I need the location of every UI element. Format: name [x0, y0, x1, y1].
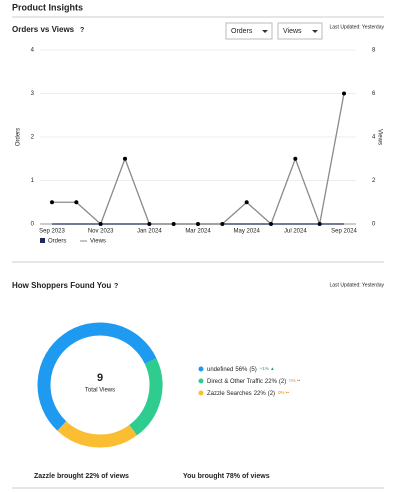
dropdown-label: Views [283, 28, 302, 35]
point [74, 200, 79, 205]
y2-tick-label: 4 [372, 135, 376, 141]
point [269, 222, 273, 226]
y-tick-label: 1 [31, 178, 35, 184]
center-value: 9 [97, 372, 103, 384]
point [220, 222, 225, 226]
dropdown-caret [312, 30, 318, 33]
dropdown-label: Orders [231, 28, 253, 35]
x-tick-label: Mar 2024 [185, 229, 211, 235]
legend-percent: 22% [254, 391, 267, 397]
center-label: Total Views [85, 388, 115, 394]
point [293, 156, 298, 161]
x-tick-label: Sep 2024 [331, 229, 357, 235]
point [123, 156, 127, 161]
legend-entry: Zazzle Searches 22% (2) 0% •• [207, 390, 289, 396]
y-axis-title: Orders [16, 128, 22, 146]
legend-count: (2) [268, 391, 275, 397]
page-title: Product Insights [12, 2, 83, 12]
legend-change: 0% •• [289, 378, 300, 383]
chart-title: Orders vs Views [12, 25, 75, 34]
y2-tick-label: 2 [372, 178, 376, 184]
point [244, 200, 249, 205]
x-tick-label: Nov 2023 [88, 229, 114, 235]
series-line [52, 93, 345, 227]
donut-segment [57, 421, 137, 448]
y-tick-label: 3 [31, 91, 35, 97]
dropdown-caret [262, 30, 268, 33]
donut-segment [37, 322, 157, 431]
y-tick-label: 0 [31, 222, 35, 228]
legend-label: Orders [48, 239, 66, 245]
y2-tick-label: 8 [372, 48, 376, 54]
help-icon[interactable]: ? [80, 27, 84, 34]
legend-entry: undefined 56% (5) +1% ▲ [207, 366, 275, 372]
x-tick-label: Jul 2024 [284, 229, 307, 235]
help-icon[interactable]: ? [114, 283, 118, 290]
y2-tick-label: 0 [372, 222, 376, 228]
last-updated: Last Updated: Yesterday [330, 24, 385, 30]
x-tick-label: Sep 2023 [39, 229, 65, 235]
views-dropdown[interactable] [277, 22, 323, 40]
orders-dropdown[interactable] [225, 22, 273, 40]
footer-stat: You brought 78% of views [183, 473, 270, 480]
footer-stat: Zazzle brought 22% of views [34, 473, 129, 480]
legend-entry: Direct & Other Traffic 22% (2) 0% •• [207, 378, 301, 384]
legend-change: 0% •• [278, 390, 289, 395]
legend-count: (5) [249, 367, 256, 373]
legend-dot [198, 366, 204, 372]
section-title: How Shoppers Found You [12, 281, 111, 290]
legend-dot [198, 378, 204, 384]
y-tick-label: 2 [31, 135, 35, 141]
legend-name: undefined [207, 367, 233, 373]
legend-count: (2) [279, 379, 286, 385]
legend-swatch [40, 238, 45, 243]
donut-segment [129, 358, 163, 436]
last-updated: Last Updated: Yesterday [330, 282, 385, 288]
x-tick-label: Jan 2024 [137, 229, 162, 235]
point [196, 222, 200, 226]
x-tick-label: May 2024 [233, 229, 260, 235]
legend-percent: 22% [265, 379, 278, 385]
legend-change: +1% ▲ [260, 366, 275, 371]
legend-dot [198, 390, 204, 396]
y2-tick-label: 6 [372, 91, 376, 97]
point [317, 222, 322, 226]
point [50, 200, 54, 205]
legend-percent: 56% [235, 367, 248, 373]
y-tick-label: 4 [31, 48, 35, 54]
point [147, 222, 152, 226]
point [171, 222, 176, 226]
legend-name: Direct & Other Traffic [207, 379, 263, 385]
legend-label: Views [90, 239, 106, 245]
y2-axis-title: Views [376, 129, 382, 145]
legend-name: Zazzle Searches [207, 391, 252, 397]
point [342, 91, 346, 96]
point [98, 222, 103, 226]
